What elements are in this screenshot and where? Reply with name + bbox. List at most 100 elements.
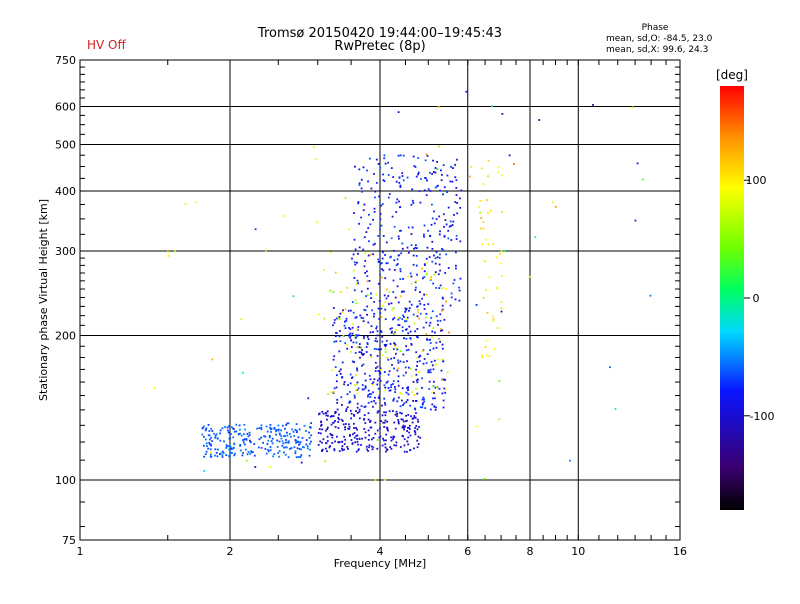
- echo-point: [569, 459, 571, 462]
- echo-point: [339, 373, 342, 375]
- echo-point: [449, 220, 452, 223]
- echo-point: [443, 225, 445, 228]
- echo-point: [292, 430, 295, 433]
- echo-point: [298, 428, 301, 431]
- echo-point: [373, 378, 376, 381]
- echo-point: [435, 218, 438, 220]
- echo-point: [253, 443, 256, 445]
- echo-point: [338, 370, 341, 373]
- echo-point: [396, 369, 399, 372]
- echo-point: [390, 436, 393, 439]
- echo-point: [387, 174, 390, 176]
- echo-point: [365, 445, 368, 448]
- echo-point: [423, 276, 426, 278]
- echo-point: [528, 275, 531, 278]
- echo-point: [390, 447, 393, 450]
- echo-point: [438, 263, 441, 266]
- echo-point: [417, 420, 420, 423]
- echo-point: [204, 438, 207, 441]
- echo-point: [337, 427, 340, 429]
- echo-point: [221, 451, 224, 453]
- echo-point: [397, 419, 400, 421]
- echo-point: [442, 213, 445, 216]
- echo-point: [379, 427, 381, 430]
- echo-point: [293, 435, 296, 437]
- echo-point: [450, 165, 452, 168]
- echo-point: [227, 425, 230, 428]
- echo-point: [410, 204, 413, 206]
- echo-point: [353, 277, 356, 279]
- echo-point: [358, 408, 361, 411]
- echo-point: [345, 317, 348, 320]
- echo-point: [348, 428, 351, 430]
- echo-point: [399, 206, 402, 208]
- echo-point: [413, 447, 415, 450]
- echo-point: [228, 448, 231, 451]
- echo-point: [371, 382, 374, 385]
- echo-point: [426, 246, 429, 249]
- echo-point: [379, 312, 382, 315]
- echo-point: [455, 267, 457, 270]
- echo-point: [384, 389, 387, 392]
- echo-point: [286, 434, 289, 437]
- echo-point: [395, 347, 397, 350]
- echo-point: [398, 237, 400, 240]
- echo-point: [404, 425, 406, 428]
- echo-point: [393, 225, 396, 228]
- echo-point: [214, 434, 217, 437]
- echo-point: [343, 324, 346, 327]
- echo-point: [412, 381, 415, 383]
- echo-point: [434, 409, 437, 411]
- echo-point: [402, 179, 405, 182]
- echo-point: [458, 299, 461, 302]
- echo-point: [344, 426, 346, 428]
- echo-point: [397, 154, 400, 157]
- echo-point: [413, 416, 416, 419]
- echo-point: [221, 427, 224, 430]
- echo-point: [431, 240, 434, 243]
- echo-point: [280, 429, 282, 432]
- echo-point: [266, 430, 269, 433]
- echo-point: [435, 287, 437, 289]
- echo-point: [361, 190, 363, 193]
- echo-point: [425, 313, 428, 315]
- echo-point: [454, 298, 457, 301]
- echo-point: [368, 446, 370, 449]
- echo-point: [405, 371, 407, 374]
- echo-point: [370, 292, 372, 295]
- echo-point: [383, 294, 386, 297]
- colorbar-tick-label: 100: [746, 174, 767, 187]
- echo-point: [319, 432, 322, 435]
- echo-point: [407, 332, 410, 335]
- echo-point: [441, 343, 444, 346]
- echo-point: [227, 431, 230, 434]
- echo-point: [366, 305, 369, 308]
- echo-point: [417, 311, 419, 314]
- echo-point: [326, 410, 329, 413]
- echo-point: [402, 314, 404, 317]
- echo-point: [399, 411, 402, 414]
- echo-point: [380, 204, 383, 207]
- echo-point: [338, 413, 340, 416]
- echo-point: [429, 171, 431, 174]
- echo-point: [249, 439, 251, 442]
- echo-point: [403, 316, 405, 318]
- echo-point: [376, 355, 379, 357]
- echo-point: [554, 206, 557, 208]
- echo-point: [363, 428, 366, 430]
- echo-point: [418, 300, 421, 303]
- echo-point: [409, 368, 412, 370]
- echo-point: [343, 435, 345, 438]
- echo-point: [485, 339, 488, 342]
- echo-point: [344, 320, 346, 323]
- echo-point: [387, 161, 389, 164]
- echo-point: [458, 289, 461, 292]
- hv-status-label: HV Off: [87, 38, 126, 52]
- echo-point: [287, 456, 290, 459]
- echo-point: [393, 317, 396, 319]
- echo-point: [410, 343, 413, 345]
- echo-point: [388, 291, 391, 293]
- echo-point: [373, 315, 375, 318]
- echo-point: [432, 347, 435, 350]
- echo-point: [415, 351, 418, 354]
